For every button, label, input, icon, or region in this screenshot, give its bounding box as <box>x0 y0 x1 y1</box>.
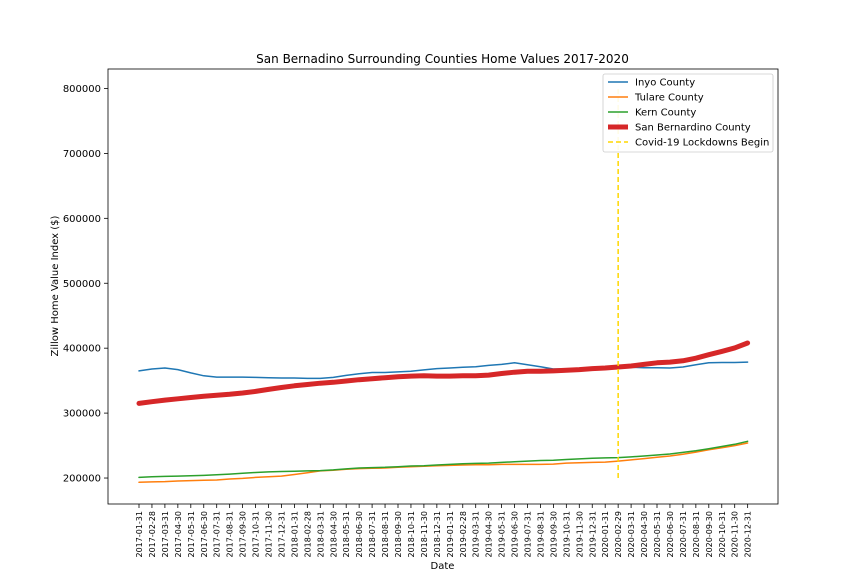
x-tick-label: 2019-11-30 <box>575 511 584 558</box>
x-tick-label: 2018-02-28 <box>303 511 312 558</box>
x-tick-label: 2018-11-30 <box>420 511 429 558</box>
y-tick-label: 500000 <box>63 279 101 290</box>
x-tick-label: 2017-04-30 <box>174 511 183 558</box>
legend-box <box>602 73 774 153</box>
x-tick-label: 2019-09-30 <box>549 511 558 558</box>
x-tick-label: 2018-12-31 <box>433 511 442 558</box>
legend-label-inyo-county: Inyo County <box>635 78 695 89</box>
x-tick-label: 2020-08-31 <box>692 511 701 558</box>
x-tick-label: 2018-01-31 <box>290 511 299 558</box>
x-tick-label: 2018-03-31 <box>316 511 325 558</box>
x-tick-label: 2020-04-30 <box>640 511 649 558</box>
x-tick-label: 2019-02-28 <box>459 511 468 558</box>
x-tick-label: 2017-03-31 <box>161 511 170 558</box>
x-tick-label: 2017-01-31 <box>135 511 144 558</box>
x-tick-label: 2020-12-31 <box>744 511 753 558</box>
x-tick-label: 2019-03-31 <box>472 511 481 558</box>
x-tick-label: 2019-07-31 <box>524 511 533 558</box>
x-tick-label: 2018-07-31 <box>368 511 377 558</box>
x-tick-label: 2020-09-30 <box>705 511 714 558</box>
legend-label-tulare-county: Tulare County <box>634 93 704 104</box>
x-tick-label: 2017-07-31 <box>213 511 222 558</box>
x-tick-label: 2019-10-31 <box>562 511 571 558</box>
x-tick-label: 2017-10-31 <box>252 511 261 558</box>
x-tick-label: 2020-03-31 <box>627 511 636 558</box>
x-tick-label: 2018-06-30 <box>355 511 364 558</box>
x-tick-label: 2019-05-31 <box>498 511 507 558</box>
x-tick-label: 2020-02-29 <box>614 511 623 558</box>
x-tick-label: 2017-06-30 <box>200 511 209 558</box>
y-tick-label: 700000 <box>63 149 101 160</box>
y-axis-ticks: 200000 300000 400000 500000 600000 700000 8000… <box>63 84 108 485</box>
y-tick-label: 400000 <box>63 344 101 355</box>
x-tick-label: 2019-04-30 <box>485 511 494 558</box>
series-line-kern-county <box>138 440 749 479</box>
x-tick-label: 2018-04-30 <box>329 511 338 558</box>
x-tick-label: 2019-08-31 <box>536 511 545 558</box>
x-tick-label: 2017-02-28 <box>148 511 157 558</box>
x-tick-label: 2020-06-30 <box>666 511 675 558</box>
legend-label-kern-county: Kern County <box>635 108 696 119</box>
x-tick-label: 2019-06-30 <box>511 511 520 558</box>
x-axis-label: Date <box>431 561 455 572</box>
x-axis-ticks: 2017-01-31 2017-02-28 2017-03-31 2017-04-30… <box>135 504 753 558</box>
x-tick-label: 2020-11-30 <box>731 511 740 558</box>
x-tick-label: 2020-05-31 <box>653 511 662 558</box>
y-tick-label: 600000 <box>63 214 101 225</box>
y-tick-label: 200000 <box>63 474 101 485</box>
x-tick-label: 2017-05-31 <box>187 511 196 558</box>
series-line-inyo-county <box>138 361 749 380</box>
y-axis-label: Zillow Home Value Index ($) <box>50 215 61 356</box>
y-tick-label: 300000 <box>63 409 101 420</box>
x-tick-label: 2018-09-30 <box>394 511 403 558</box>
legend-label-san-bernardino-county: San Bernardino County <box>635 123 751 134</box>
x-tick-label: 2019-12-31 <box>588 511 597 558</box>
x-tick-label: 2020-10-31 <box>718 511 727 558</box>
x-tick-label: 2017-09-30 <box>239 511 248 558</box>
series-line-san-bernardino-county <box>136 340 751 406</box>
x-tick-label: 2018-08-31 <box>381 511 390 558</box>
y-tick-label: 800000 <box>63 84 101 95</box>
x-tick-label: 2019-01-31 <box>446 511 455 558</box>
x-tick-label: 2018-05-31 <box>342 511 351 558</box>
series-layer <box>136 340 751 484</box>
x-tick-label: 2017-11-30 <box>265 511 274 558</box>
legend: Inyo County Tulare County Kern County San B… <box>602 73 774 153</box>
legend-label-covid-19-lockdowns-begin: Covid-19 Lockdowns Begin <box>635 138 769 149</box>
x-tick-label: 2017-12-31 <box>277 511 286 558</box>
chart-title: San Bernadino Surrounding Counties Home … <box>256 52 629 66</box>
x-tick-label: 2020-01-31 <box>601 511 610 558</box>
x-tick-label: 2020-07-31 <box>679 511 688 558</box>
series-line-tulare-county <box>138 442 749 484</box>
x-tick-label: 2018-10-31 <box>407 511 416 558</box>
x-tick-label: 2017-08-31 <box>226 511 235 558</box>
